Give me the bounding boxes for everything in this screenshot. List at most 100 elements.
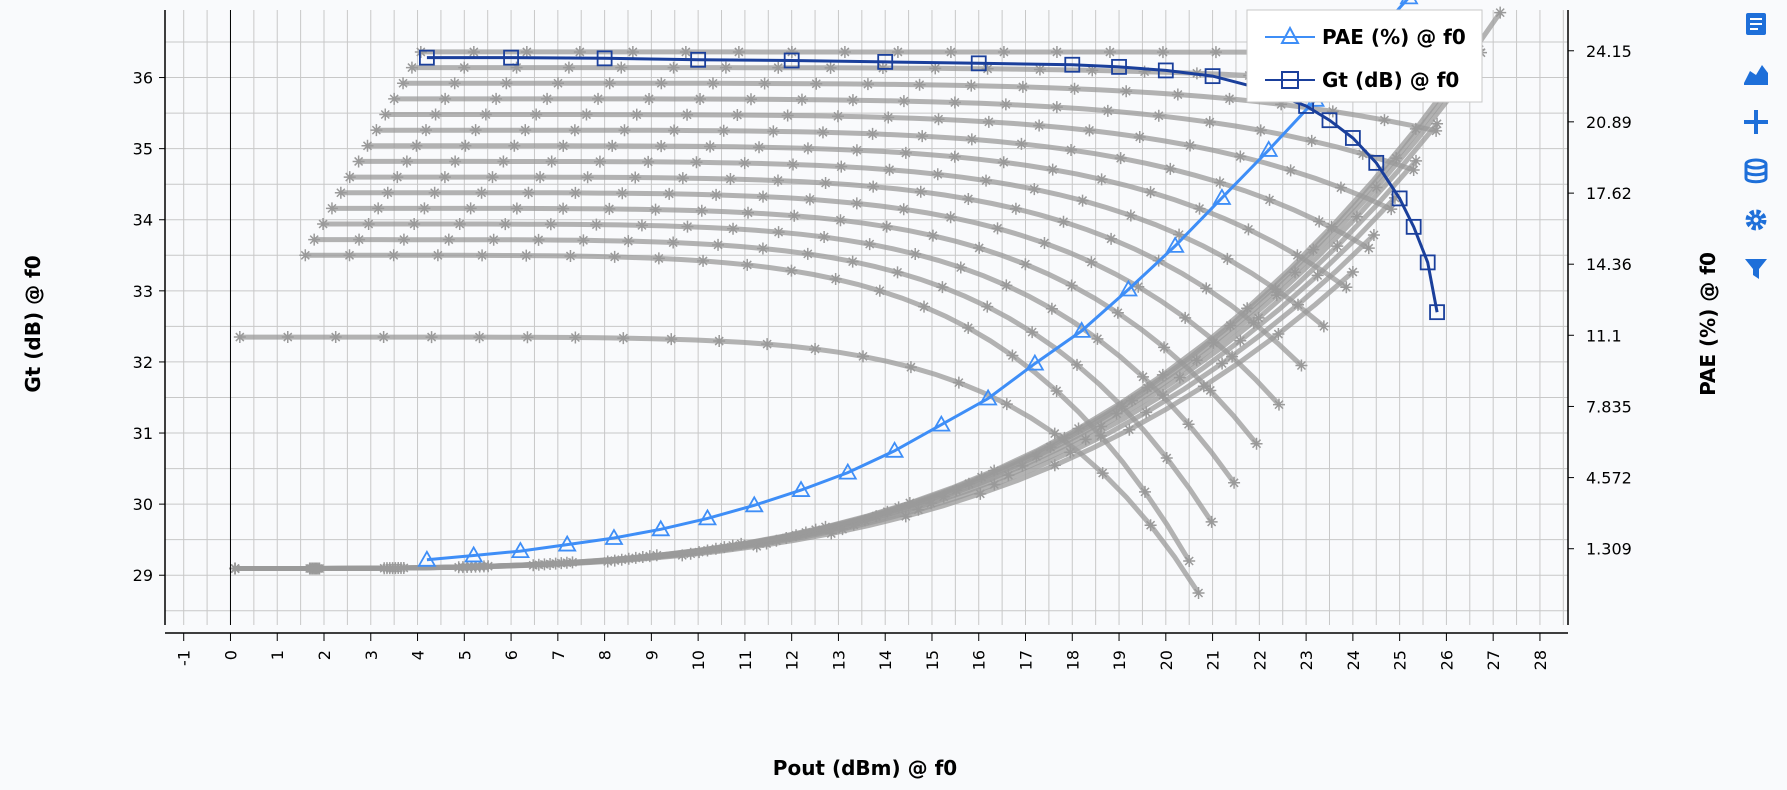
pae-point [1212,188,1232,205]
sweep-marker [831,110,844,123]
sweep-marker [866,127,879,140]
sweep-marker [1203,116,1216,129]
sweep-marker [581,171,594,184]
x-axis-title: Pout (dBm) @ f0 [773,756,957,780]
sweep-marker [1209,46,1222,59]
sweep-marker [1068,82,1081,95]
sweep-marker [873,284,886,297]
x-tick-label: 20 [1157,650,1176,670]
sweep-marker [1139,485,1151,498]
sweep-marker [952,376,965,389]
sweep-marker [233,331,246,344]
legend-pae-label: PAE (%) @ f0 [1322,25,1466,49]
x-tick-label: 16 [970,650,989,670]
sweep-marker [867,180,880,193]
pae-point [464,545,484,563]
sweep-marker [668,124,681,137]
sweep-marker [731,109,744,122]
sweep-marker [944,45,957,58]
sweep-marker [377,331,390,344]
sweep-marker [1096,467,1109,480]
sweep-marker [616,187,629,200]
sweep-marker [649,203,662,216]
sweep-marker [704,140,717,153]
pae-point [1165,236,1185,253]
sweep-marker [1152,109,1165,122]
sweep-marker [397,561,410,574]
sweep-marker [569,186,582,199]
sweep-marker [1295,359,1308,372]
add-marker-button[interactable] [1740,106,1772,138]
settings-gear-button[interactable] [1740,204,1772,236]
sweep-marker [1182,418,1195,431]
sweep-marker [1033,63,1046,76]
sweep-marker [772,226,785,239]
x-tick-label: 26 [1437,650,1456,670]
export-button[interactable] [1740,8,1772,40]
sweep-marker [467,45,480,58]
sweep-marker [712,238,725,251]
sweep-marker [1325,220,1338,233]
sweep-marker [1158,341,1171,354]
sweep-marker [1123,423,1136,436]
sweep-marker [891,266,904,279]
gt-point [1157,62,1174,79]
pae-point [1025,353,1045,371]
legend-pae-marker [1280,25,1300,44]
sweep-marker [795,93,808,106]
sweep-marker [448,77,461,90]
pae-point [1118,279,1138,297]
sweep-marker [281,331,294,344]
sweep-marker [420,124,433,137]
sweep-marker [882,111,895,124]
sweep-marker [916,130,929,143]
sweep-marker [1205,515,1218,528]
x-tick-label: 6 [502,650,521,660]
gt-point [1064,56,1081,73]
x-tick-label: 13 [829,650,848,670]
sweep-marker [1076,194,1089,207]
x-tick-label: 5 [455,650,474,660]
x-tick-label: 18 [1063,650,1082,670]
sweep-marker [603,77,616,90]
sweep-marker [717,124,730,137]
x-tick-label: 23 [1297,650,1316,670]
sweep-marker [1346,266,1359,279]
x-tick-label: 7 [549,650,568,660]
sweep-marker [603,202,616,215]
x-tick-label: 25 [1391,650,1410,670]
sweep-marker [408,218,421,231]
database-button[interactable] [1740,155,1772,187]
sweep-marker [1234,150,1247,163]
sweep-marker [850,144,863,157]
filter-button[interactable] [1740,253,1772,285]
sweep-marker [1156,46,1169,59]
sweep-marker [1284,164,1297,177]
x-tick-label: 14 [876,650,895,670]
sweep-marker [1046,163,1059,176]
sweep-marker [954,261,967,274]
y-left-tick-labels: 29 30 31 32 33 34 35 36 [133,69,165,585]
sweep-marker [999,98,1012,111]
sweep-marker [772,61,785,74]
sweep-marker [1136,370,1149,383]
legend-gt-marker [1281,71,1299,89]
sweep-marker [1213,176,1226,189]
sweep-marker [1407,163,1420,176]
sweep-marker [1179,311,1192,324]
sweep-marker [1050,46,1063,59]
sweep-marker [835,160,848,173]
gt-point [970,55,987,72]
area-chart-button[interactable] [1740,57,1772,89]
sweep-marker [1334,181,1347,194]
sweep-marker [400,155,413,168]
x-tick-labels: -1 0 1 2 3 4 5 6 7 8 9 10 11 12 13 14 15 16 17 18 19 20 21 22 23… [175,633,1550,670]
sweep-marker [962,192,975,205]
sweep-marker [229,562,242,575]
sweep-marker [744,93,757,106]
sweep-marker [1494,6,1507,19]
sweep-marker [1048,459,1061,472]
x-tick-label: 11 [736,650,755,670]
sweep-marker [757,190,770,203]
sweep-marker [697,254,710,267]
